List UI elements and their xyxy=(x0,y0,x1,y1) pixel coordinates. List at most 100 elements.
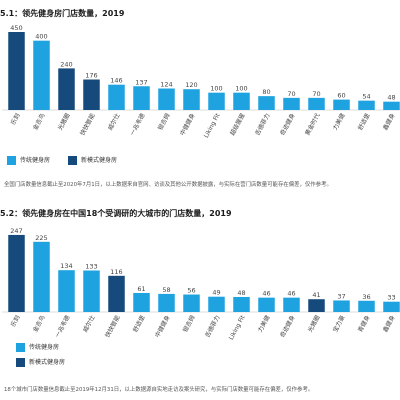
bar xyxy=(158,293,175,312)
bar xyxy=(8,32,25,110)
bar-value-label: 41 xyxy=(312,291,320,299)
bar-value-label: 134 xyxy=(60,262,72,270)
chart1-legend-traditional: 传统健身房 xyxy=(7,155,50,165)
bar xyxy=(358,300,375,312)
category-tick-label: Liking Fit xyxy=(203,112,222,139)
bar-value-label: 61 xyxy=(137,285,145,293)
bar xyxy=(133,86,150,110)
chart1-note: 全国门店数量信息截止至2020年7月1日，以上数据来自官网、访谈及其他公开数据披… xyxy=(4,182,332,188)
category-tick-label: 快快智能 xyxy=(103,314,121,339)
category-tick-label: 一兆韦德 xyxy=(53,314,71,339)
bar-value-label: 450 xyxy=(10,24,22,32)
bar xyxy=(58,270,75,312)
category-tick-label: 黄金时代 xyxy=(303,112,321,137)
bar-value-label: 240 xyxy=(60,60,72,68)
bar-value-label: 400 xyxy=(35,33,47,41)
chart1-legend-new-label: 新模式健身房 xyxy=(81,157,118,164)
category-tick-label: 超级猩猩 xyxy=(228,112,246,137)
chart1-svg: 450 乐刻 400 金吉鸟 240 光猪圈 176 快快智能 146 威尔仕 137 一兆韦德 124… xyxy=(2,24,400,139)
category-tick-label: 快快智能 xyxy=(78,112,96,137)
chart2-svg: 247 乐刻 225 金吉鸟 134 一兆韦德 133 威尔仕 116 快快智能 61 舒适堡 58 中健… xyxy=(2,227,400,341)
bar-value-label: 46 xyxy=(262,290,270,298)
bar-value-label: 48 xyxy=(387,94,395,102)
category-tick-label: 舒适堡 xyxy=(131,314,147,334)
bar xyxy=(183,294,200,312)
bar xyxy=(358,100,375,110)
category-tick-label: 力美健 xyxy=(256,314,272,334)
bar xyxy=(308,97,325,110)
bar-value-label: 48 xyxy=(237,289,245,297)
bar-value-label: 146 xyxy=(110,77,122,85)
bar xyxy=(283,97,300,110)
category-tick-label: 中健健身 xyxy=(153,314,171,339)
category-tick-label: 乐刻 xyxy=(9,112,22,126)
bar-value-label: 56 xyxy=(187,287,195,295)
bar-value-label: 100 xyxy=(210,85,222,93)
bar xyxy=(333,99,350,110)
bar xyxy=(183,89,200,110)
bar xyxy=(33,241,50,312)
category-tick-label: 金吉鸟 xyxy=(31,112,47,132)
bar xyxy=(258,297,275,312)
bar xyxy=(83,270,100,312)
bar xyxy=(333,300,350,312)
chart2-legend-traditional: 传统健身房 xyxy=(16,342,59,352)
bar xyxy=(108,275,125,312)
chart2-legend-new: 新模式健身房 xyxy=(16,357,65,367)
bar xyxy=(33,40,50,110)
category-tick-label: Liking Fit xyxy=(228,314,247,341)
category-tick-label: 奇迹健身 xyxy=(278,314,296,339)
bar-value-label: 58 xyxy=(162,286,170,294)
bar-value-label: 60 xyxy=(337,92,345,100)
category-tick-label: 乐刻 xyxy=(9,314,22,328)
bar xyxy=(58,68,75,110)
bar xyxy=(383,101,400,110)
category-tick-label: 宝力豪 xyxy=(331,314,347,334)
bar-value-label: 46 xyxy=(287,290,295,298)
legend-swatch-traditional xyxy=(16,343,25,352)
bar xyxy=(83,79,100,110)
chart2-note: 18个城市门店数量信息截止至2019年12月31日，以上数据源自实地走访及案头研… xyxy=(4,387,314,393)
bar-value-label: 124 xyxy=(160,81,172,89)
bar xyxy=(108,84,125,110)
bar xyxy=(133,292,150,312)
bar-value-label: 225 xyxy=(35,234,47,242)
legend-swatch-traditional xyxy=(7,156,16,165)
bar-value-label: 133 xyxy=(85,263,97,271)
bar-value-label: 36 xyxy=(362,293,370,301)
category-tick-label: 舒适堡 xyxy=(356,112,372,132)
category-tick-label: 威尔仕 xyxy=(81,314,97,334)
chart1-legend-new: 新模式健身房 xyxy=(68,155,117,165)
chart1-legend-traditional-label: 传统健身房 xyxy=(20,157,51,164)
bar-value-label: 80 xyxy=(262,88,270,96)
bar xyxy=(258,96,275,110)
bar xyxy=(158,88,175,110)
bar xyxy=(383,301,400,312)
chart2-title: 5.2：领先健身房在中国18个受调研的大城市的门店数量，2019 xyxy=(0,209,232,218)
category-tick-label: 舌德菲力 xyxy=(253,112,271,137)
category-tick-label: 鑫健身 xyxy=(381,112,397,132)
category-tick-label: 舌德菲力 xyxy=(203,314,221,339)
bar-value-label: 137 xyxy=(135,78,147,86)
bar-value-label: 70 xyxy=(287,90,295,98)
category-tick-label: 银吉姆 xyxy=(156,112,172,132)
category-tick-label: 银吉姆 xyxy=(181,314,197,334)
category-tick-label: 一兆韦德 xyxy=(128,112,146,137)
bar xyxy=(233,297,250,312)
bar xyxy=(233,92,250,110)
category-tick-label: 威尔仕 xyxy=(106,112,122,132)
category-tick-label: 鑫健身 xyxy=(381,314,397,334)
bar xyxy=(308,299,325,312)
chart1-title: 5.1：领先健身房门店数量，2019 xyxy=(0,9,125,18)
category-tick-label: 奇迹健身 xyxy=(278,112,296,137)
bar xyxy=(283,297,300,312)
bar-value-label: 70 xyxy=(312,90,320,98)
bar-value-label: 33 xyxy=(387,294,395,302)
bar-value-label: 176 xyxy=(85,71,97,79)
category-tick-label: 光猪圈 xyxy=(56,112,72,132)
category-tick-label: 力美健 xyxy=(331,112,347,132)
bar-value-label: 100 xyxy=(235,85,247,93)
bar-value-label: 247 xyxy=(10,227,22,235)
category-tick-label: 金吉鸟 xyxy=(31,314,47,334)
category-tick-label: 中健健身 xyxy=(178,112,196,137)
